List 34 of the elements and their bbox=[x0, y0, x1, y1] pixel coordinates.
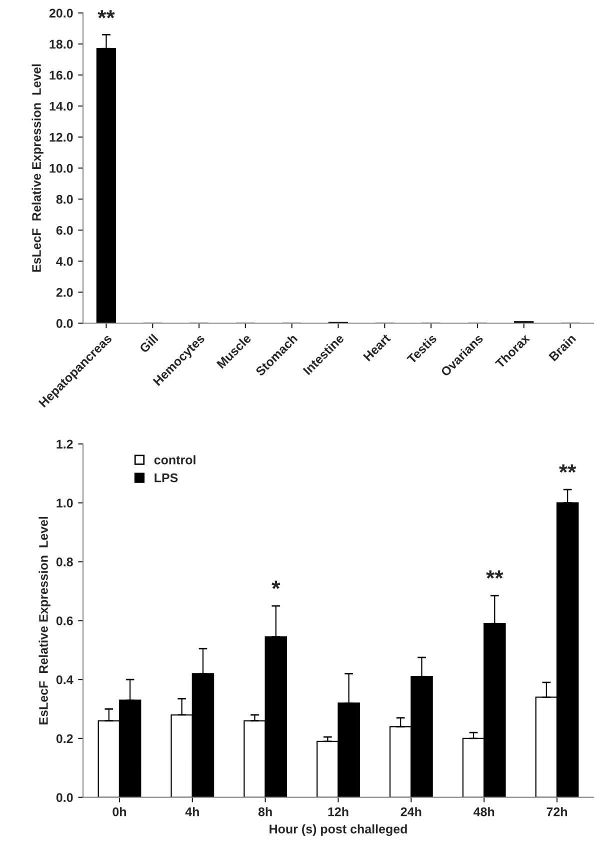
y-tick-label: 0.2 bbox=[56, 734, 73, 744]
annotation: ** bbox=[486, 570, 504, 579]
y-tick-label: 0.0 bbox=[56, 793, 73, 802]
y-tick-label: 6.0 bbox=[56, 226, 73, 235]
y-tick-label: 8.0 bbox=[56, 194, 73, 204]
x-tick-label: 4h bbox=[185, 807, 199, 816]
y-tick-label: 0.6 bbox=[56, 616, 73, 626]
y-axis-title: EsLecF Relative Expression Level bbox=[38, 516, 50, 724]
x-tick-label: 8h bbox=[258, 807, 272, 816]
y-tick-label: 12.0 bbox=[50, 132, 73, 142]
y-tick-label: 0.0 bbox=[56, 319, 73, 328]
y-tick-label: 18.0 bbox=[50, 40, 73, 49]
annotation: ** bbox=[98, 10, 115, 18]
x-tick-label: 24h bbox=[400, 807, 422, 816]
annotation: * bbox=[272, 580, 280, 589]
y-tick-label: 10.0 bbox=[50, 164, 73, 173]
y-tick-label: 16.0 bbox=[50, 70, 73, 80]
y-axis-title: EsLecF Relative Expression Level bbox=[32, 64, 44, 272]
x-tick-label: 72h bbox=[546, 807, 568, 816]
y-tick-label: 4.0 bbox=[56, 256, 73, 266]
legend-label: control bbox=[154, 455, 196, 464]
y-tick-label: 0.8 bbox=[56, 558, 73, 566]
x-tick-label: 48h bbox=[474, 807, 494, 816]
y-tick-label: 14.0 bbox=[50, 102, 73, 111]
y-tick-label: 0.4 bbox=[56, 675, 74, 684]
legend-label: LPS bbox=[154, 473, 178, 482]
y-tick-label: 1.0 bbox=[56, 498, 73, 508]
y-tick-label: 20.0 bbox=[49, 8, 73, 18]
y-tick-label: 1.2 bbox=[56, 440, 73, 448]
annotation: ** bbox=[559, 464, 576, 473]
x-tick-label: 0h bbox=[112, 807, 126, 816]
y-tick-label: 2.0 bbox=[56, 288, 73, 297]
x-axis-title: Hour (s) post challeged bbox=[270, 824, 407, 836]
x-tick-label: 12h bbox=[328, 807, 348, 816]
